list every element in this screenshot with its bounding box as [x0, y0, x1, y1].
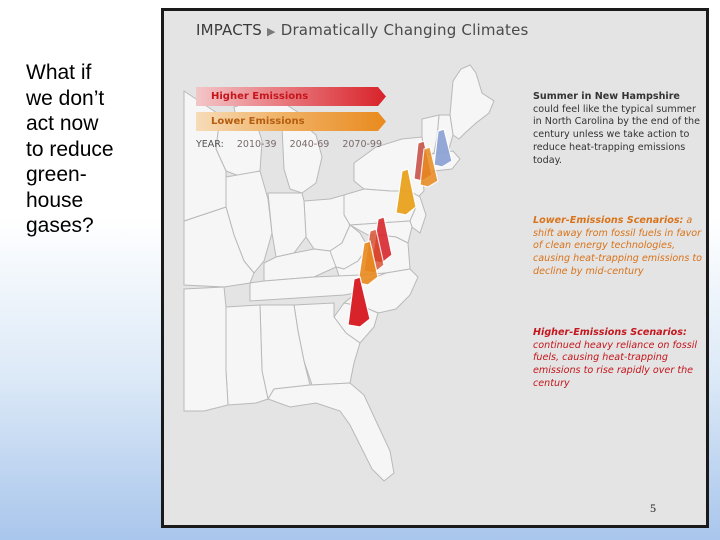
nh-lower-2010-shape	[419, 146, 439, 188]
question-line: house	[26, 188, 84, 212]
note-lower-text: a shift away from fossil fuels in favor …	[533, 215, 703, 277]
legend-lower-label: Lower Emissions	[211, 116, 305, 127]
year-prefix: YEAR:	[196, 139, 224, 150]
question-line: What if	[26, 61, 92, 84]
note-summer-nh: Summer in New Hampshire could feel like …	[533, 91, 703, 167]
year-range: 2070-99	[342, 139, 383, 150]
question-line: gases?	[26, 214, 94, 237]
arrow-right-icon	[196, 112, 386, 131]
question-line: we don’t	[26, 86, 105, 110]
note-lower-bold: Lower-Emissions Scenarios:	[533, 215, 684, 226]
note-higher-text: continued heavy reliance on fossil fuels…	[533, 339, 698, 389]
legend-years: YEAR: 2010-39 2040-69 2070-99	[196, 139, 392, 150]
question-line: green-	[26, 163, 87, 186]
legend-higher-emissions: Higher Emissions	[196, 87, 386, 106]
note-main-text: could feel like the typical summer in No…	[533, 103, 700, 166]
note-lower-emissions: Lower-Emissions Scenarios: a shift away …	[533, 215, 703, 279]
year-range: 2010-39	[236, 139, 277, 150]
note-higher-emissions: Higher-Emissions Scenarios: continued he…	[533, 327, 703, 391]
note-main-bold: Summer in New Hampshire	[533, 91, 680, 102]
nh-present-shape	[433, 128, 453, 168]
arrow-right-icon	[196, 87, 386, 106]
page-number: 5	[650, 501, 656, 515]
panel-title: IMPACTS ▶ Dramatically Changing Climates	[196, 21, 529, 39]
legend-lower-emissions: Lower Emissions	[196, 112, 386, 131]
nh-higher-2070-shape	[347, 276, 371, 328]
climate-impact-panel: IMPACTS ▶ Dramatically Changing Climates H…	[161, 8, 709, 528]
nh-migration-shapes	[347, 128, 453, 328]
section-label: IMPACTS	[196, 21, 263, 39]
legend-higher-label: Higher Emissions	[211, 91, 309, 102]
year-range: 2040-69	[289, 139, 330, 150]
note-higher-bold: Higher-Emissions Scenarios:	[533, 327, 687, 338]
question-line: act now	[26, 112, 99, 135]
breadcrumb-arrow-icon: ▶	[267, 25, 276, 38]
nh-lower-2040-shape	[395, 168, 417, 216]
panel-subtitle: Dramatically Changing Climates	[280, 21, 529, 39]
question-line: to reduce	[26, 137, 114, 161]
slide-question: What if we don’t act now to reduce green…	[26, 60, 156, 239]
nh-lower-2070-shape	[357, 240, 379, 286]
